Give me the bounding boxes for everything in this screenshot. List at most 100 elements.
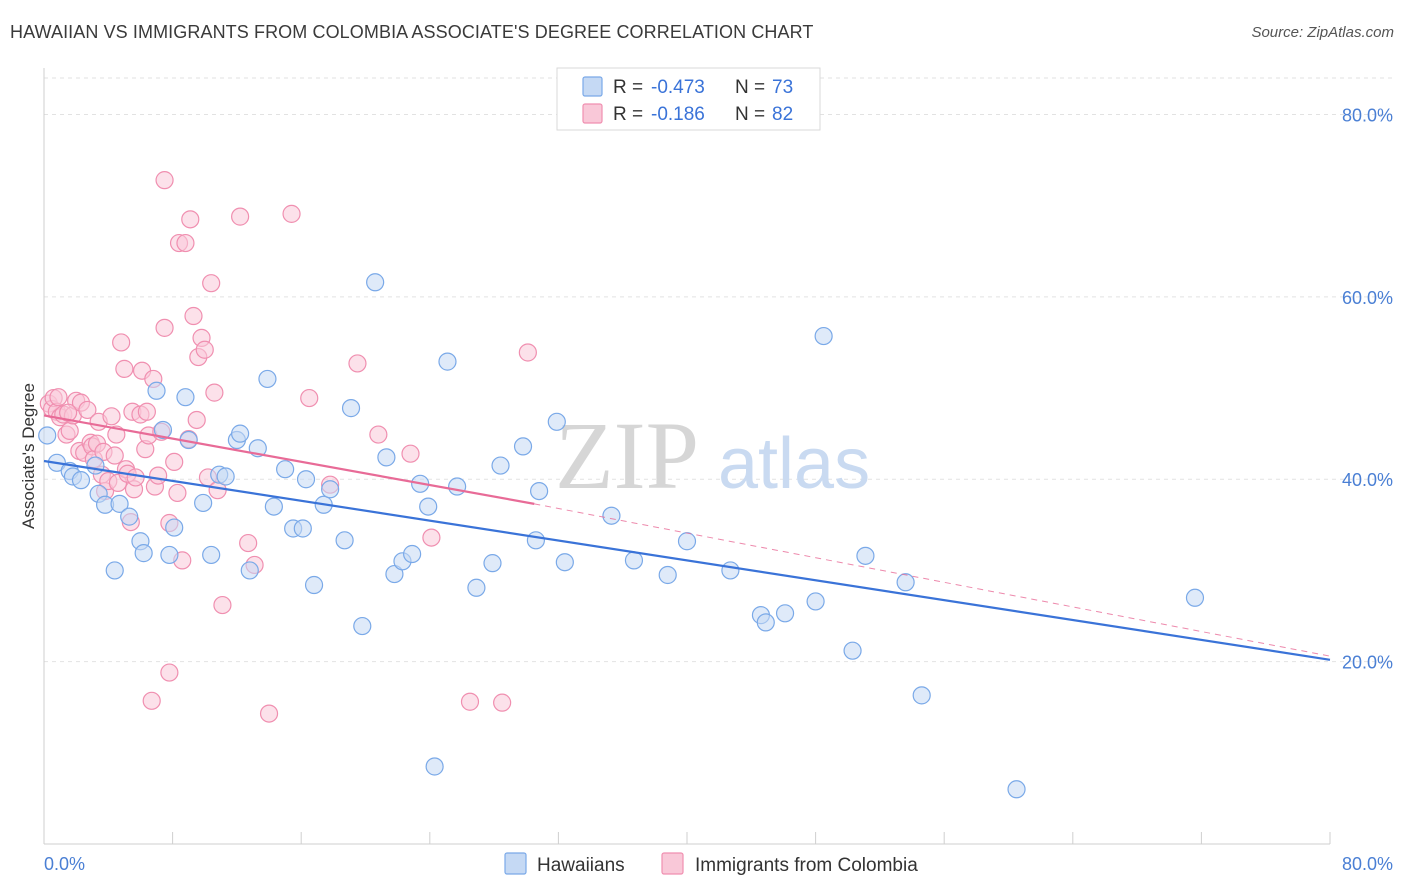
colombia-point	[205, 383, 224, 402]
colombia-point	[59, 403, 78, 422]
hawaiians-point	[425, 757, 444, 776]
colombia-point	[460, 692, 480, 711]
axes	[43, 68, 1331, 845]
legend-r-value-colombia: -0.186	[651, 104, 705, 125]
colombia-point	[155, 171, 174, 190]
source-label: Source: ZipAtlas.com	[1251, 24, 1394, 41]
hawaiians-point	[814, 326, 833, 346]
hawaiians-point	[555, 553, 574, 572]
hawaiians-point	[86, 456, 105, 475]
hawaiians-point	[110, 494, 129, 513]
colombia-trend-extension	[534, 503, 1331, 657]
hawaiians-point	[216, 467, 235, 486]
hawaiians-point	[120, 507, 139, 526]
hawaiians-point	[448, 477, 467, 496]
hawaiians-point	[321, 480, 340, 499]
y-tick-label: 80.0%	[1342, 105, 1393, 125]
colombia-point	[187, 410, 206, 430]
y-tick-label: 40.0%	[1342, 470, 1393, 490]
trend-lines	[43, 414, 1331, 661]
legend-n-label-colombia: N =	[735, 104, 765, 125]
colombia-point	[493, 693, 512, 712]
hawaiians-point	[756, 613, 775, 632]
colombia-point	[422, 528, 441, 547]
y-tick-labels: 20.0% 40.0% 60.0% 80.0%	[1342, 105, 1393, 672]
hawaiians-point	[134, 544, 153, 563]
hawaiians-point	[202, 545, 221, 565]
chart-title: HAWAIIAN VS IMMIGRANTS FROM COLOMBIA ASS…	[10, 22, 814, 42]
hawaiians-point	[843, 641, 862, 660]
colombia-point	[239, 533, 258, 553]
colombia-point	[231, 207, 250, 226]
bottom-legend-swatch-colombia	[661, 852, 684, 875]
legend-n-label-hawaiians: N =	[735, 77, 765, 98]
series-colombia-points	[39, 171, 537, 723]
x-tick-label: 0.0%	[44, 854, 85, 874]
hawaiians-point	[105, 561, 124, 580]
legend-n-value-colombia: 82	[772, 104, 793, 125]
hawaiians-point	[153, 420, 173, 440]
hawaiians-point	[160, 545, 179, 565]
hawaiians-point	[547, 412, 566, 431]
hawaiians-point	[721, 561, 740, 580]
hawaiians-point	[806, 592, 825, 611]
x-tick-label: 80.0%	[1342, 854, 1393, 874]
hawaiians-point	[296, 470, 316, 489]
hawaiians-point	[1185, 588, 1205, 607]
colombia-point	[195, 340, 214, 359]
hawaiians-point	[526, 531, 545, 550]
hawaiians-point	[602, 506, 621, 525]
hawaiians-point	[341, 399, 361, 418]
colombia-point	[202, 274, 221, 293]
hawaiians-point	[165, 518, 184, 537]
colombia-point	[115, 359, 134, 378]
y-tick-label: 60.0%	[1342, 288, 1393, 308]
hawaiians-point	[912, 686, 931, 705]
y-tick-label: 20.0%	[1342, 653, 1393, 673]
colombia-point	[142, 691, 161, 710]
colombia-point	[112, 333, 131, 352]
colombia-point	[259, 704, 279, 723]
colombia-point	[168, 483, 187, 503]
hawaiians-point	[377, 448, 396, 467]
colombia-point	[181, 210, 200, 229]
watermark-atlas: atlas	[718, 424, 870, 504]
hawaiians-point	[530, 481, 549, 501]
hawaiians-point	[438, 352, 457, 371]
hawaiians-point	[366, 273, 385, 292]
colombia-trend-line	[43, 414, 535, 505]
top-legend: R = -0.473 N = 73 R = -0.186 N = 82	[556, 67, 821, 131]
hawaiians-point	[658, 565, 677, 585]
hawaiians-point	[353, 616, 372, 636]
colombia-point	[176, 233, 195, 253]
legend-swatch-hawaiians	[582, 76, 603, 97]
hawaiians-point	[467, 578, 486, 597]
hawaiians-point	[147, 381, 166, 400]
hawaiians-point	[403, 544, 422, 564]
colombia-point	[155, 318, 174, 337]
legend-r-label-colombia: R =	[613, 104, 643, 125]
legend-r-label-hawaiians: R =	[613, 77, 643, 98]
colombia-point	[518, 343, 537, 362]
colombia-point	[49, 388, 68, 407]
colombia-point	[165, 452, 184, 472]
colombia-point	[137, 402, 156, 421]
hawaiians-point	[304, 575, 324, 595]
colombia-point	[149, 466, 168, 485]
hawaiians-point	[491, 456, 510, 475]
y-axis-title: Associate's Degree	[19, 383, 38, 529]
hawaiians-point	[856, 546, 875, 565]
colombia-point	[401, 444, 420, 463]
colombia-point	[160, 663, 179, 682]
legend-n-value-hawaiians: 73	[772, 77, 793, 98]
bottom-legend-colombia: Immigrants from Colombia	[695, 855, 918, 876]
legend-r-value-hawaiians: -0.473	[651, 77, 705, 98]
colombia-point	[105, 446, 124, 465]
colombia-point	[282, 204, 301, 223]
watermark: ZIP atlas	[555, 402, 870, 509]
legend-swatch-colombia	[582, 103, 603, 124]
hawaiians-point	[176, 388, 195, 407]
bottom-legend-swatch-hawaiians	[504, 852, 527, 875]
watermark-zip: ZIP	[555, 402, 699, 509]
hawaiians-point	[231, 424, 250, 443]
